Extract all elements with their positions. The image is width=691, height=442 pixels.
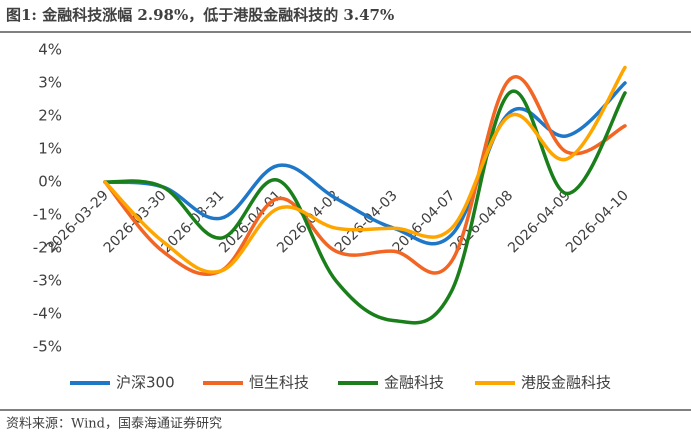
y-tick-label: -2% xyxy=(33,239,62,257)
y-tick-label: -1% xyxy=(33,206,62,224)
series-line xyxy=(103,75,627,277)
y-tick-label: -4% xyxy=(33,305,62,323)
legend-label: 金融科技 xyxy=(384,374,444,392)
x-tick-label: 2026-04-10 xyxy=(563,188,632,257)
chart-title: 图1: 金融科技涨幅 2.98%，低于港股金融科技的 3.47% xyxy=(6,6,394,24)
legend-label: 恒生科技 xyxy=(249,374,309,392)
y-tick-label: 3% xyxy=(38,74,62,92)
y-tick-label: 0% xyxy=(38,173,62,191)
series-line xyxy=(103,89,627,325)
series-line xyxy=(103,81,627,246)
y-tick-label: 4% xyxy=(38,41,62,59)
y-tick-label: 1% xyxy=(38,140,62,158)
y-tick-label: -5% xyxy=(33,338,62,356)
legend-label: 港股金融科技 xyxy=(521,374,611,392)
source-note: 资料来源：Wind，国泰海通证券研究 xyxy=(6,416,222,432)
y-tick-label: -3% xyxy=(33,272,62,290)
series-line xyxy=(103,65,627,274)
y-tick-label: 2% xyxy=(38,107,62,125)
legend-label: 沪深300 xyxy=(116,374,175,392)
